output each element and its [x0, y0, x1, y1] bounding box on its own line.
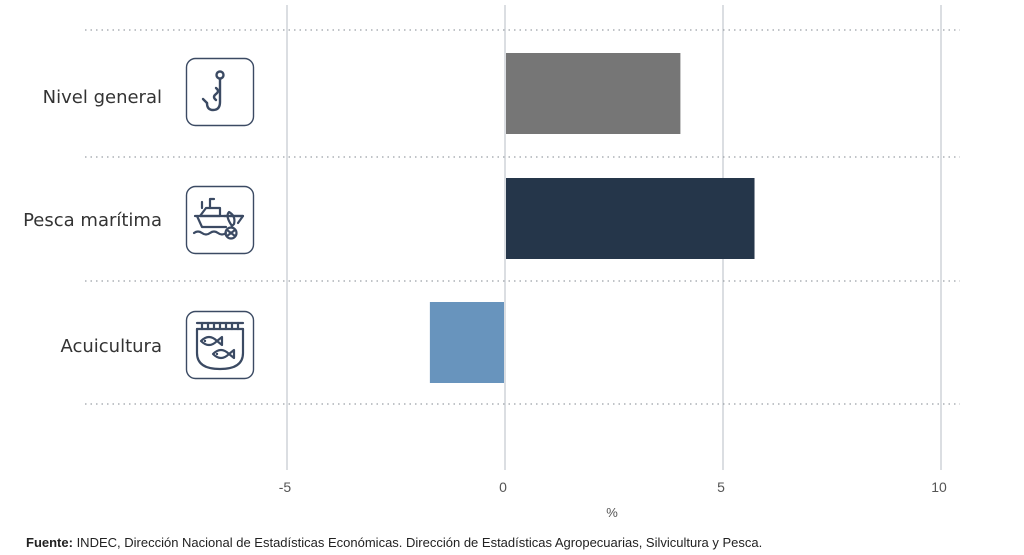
- fishing-hook-icon: [185, 57, 255, 127]
- x-tick-label: -5: [279, 479, 292, 495]
- category-label: Pesca marítima: [23, 210, 162, 231]
- source-label: Fuente:: [26, 535, 73, 550]
- bar-nivel-general: [506, 53, 681, 134]
- source-note: Fuente: INDEC, Dirección Nacional de Est…: [26, 535, 762, 550]
- source-text: INDEC, Dirección Nacional de Estadística…: [72, 535, 763, 550]
- x-axis-title: %: [606, 505, 618, 520]
- fishing-boat-icon: [185, 185, 255, 255]
- bar-pesca-maritima: [506, 178, 755, 259]
- fish-farm-icon: [185, 310, 255, 380]
- bars: [429, 53, 755, 383]
- category-label: Acuicultura: [60, 336, 162, 357]
- category-label: Nivel general: [43, 87, 162, 108]
- category-labels: Nivel general Pesca marítima Acuicultura: [23, 87, 162, 357]
- x-tick-label: 10: [931, 479, 947, 495]
- bar-acuicultura: [429, 302, 504, 383]
- x-tick-labels: -5 0 5 10: [279, 479, 947, 495]
- x-tick-label: 0: [499, 479, 507, 495]
- x-tick-label: 5: [717, 479, 725, 495]
